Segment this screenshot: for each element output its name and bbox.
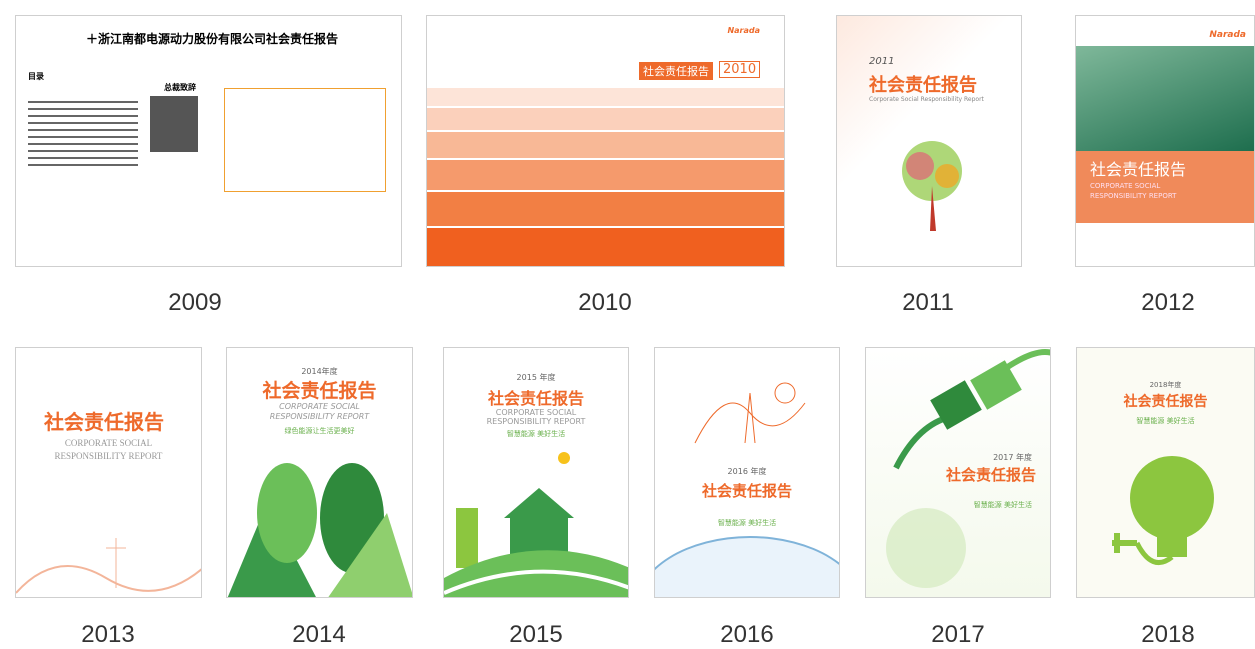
cover-title: 社会责任报告 [946, 464, 1036, 485]
cover[interactable]: 2016 年度 社会责任报告 智慧能源 美好生活 [654, 347, 840, 598]
page: ＋浙江南都电源动力股份有限公司社会责任报告 目录 总裁致辞 2009 Narad… [0, 0, 1255, 647]
cover[interactable]: 2015 年度 社会责任报告 CORPORATE SOCIAL RESPONSI… [443, 347, 629, 598]
year-label: 2010 [545, 289, 665, 317]
stripe [427, 132, 784, 158]
year-label: 2012 [1108, 289, 1228, 317]
slogan: 智慧能源 美好生活 [655, 518, 839, 528]
cover-year: 2016 年度 [655, 466, 839, 477]
toc-label: 目录 [28, 71, 44, 82]
cover-title: 社会责任报告 [227, 376, 412, 403]
year-label: 2016 [687, 621, 807, 649]
subtitle: RESPONSIBILITY REPORT [1090, 192, 1176, 200]
year-label: 2018 [1108, 621, 1228, 649]
year-label: 2017 [898, 621, 1018, 649]
cover-title: 社会责任报告 [869, 71, 977, 97]
photo [150, 96, 198, 152]
sketch [16, 518, 202, 598]
year-label: 2011 [868, 289, 988, 317]
cover[interactable]: 2011 社会责任报告 Corporate Social Responsibil… [836, 15, 1022, 267]
stripe [427, 160, 784, 190]
brand: Narada [727, 26, 760, 35]
year-label: 2009 [135, 289, 255, 317]
subtitle: RESPONSIBILITY REPORT [16, 451, 201, 461]
cover-title: 社会责任报告 [444, 385, 628, 409]
stripe [427, 108, 784, 130]
slogan: 智慧能源 美好生活 [974, 500, 1032, 510]
cover-title: 社会责任报告 [655, 480, 839, 501]
cover-year: 2011 [869, 56, 894, 67]
sketch [685, 373, 815, 453]
cover-title: 社会责任报告 [44, 406, 164, 435]
stripe [427, 192, 784, 226]
cover-year: 2018年度 [1077, 380, 1254, 390]
cover[interactable]: 社会责任报告 CORPORATE SOCIAL RESPONSIBILITY R… [15, 347, 202, 598]
year-label: 2014 [259, 621, 379, 649]
text-box [224, 88, 386, 192]
subtitle: CORPORATE SOCIAL [1090, 182, 1160, 190]
trees [227, 443, 413, 598]
heading: 总裁致辞 [164, 82, 196, 93]
subtitle: RESPONSIBILITY REPORT [444, 417, 628, 426]
subtitle: CORPORATE SOCIAL [16, 438, 201, 448]
cover-title: 社会责任报告 [1077, 391, 1254, 411]
subtitle: RESPONSIBILITY REPORT [227, 412, 412, 421]
cover-year: 2015 年度 [444, 372, 628, 383]
cover-title: ＋浙江南都电源动力股份有限公司社会责任报告 [86, 30, 338, 47]
subtitle: CORPORATE SOCIAL [444, 408, 628, 417]
cover[interactable]: Narada 社会责任报告 CORPORATE SOCIAL RESPONSIB… [1075, 15, 1255, 267]
year-label: 2015 [476, 621, 596, 649]
slogan: 绿色能源让生活更美好 [227, 426, 412, 436]
cover[interactable]: 2017 年度 社会责任报告 智慧能源 美好生活 [865, 347, 1051, 598]
globe [654, 536, 840, 598]
cover-year: 2017 年度 [993, 452, 1032, 463]
cover[interactable]: 2014年度 社会责任报告 CORPORATE SOCIAL RESPONSIB… [226, 347, 413, 598]
cover[interactable]: 2018年度 社会责任报告 智慧能源 美好生活 [1076, 347, 1255, 598]
cover-title: 社会责任报告 [639, 62, 713, 80]
tree [892, 136, 972, 236]
toc-lines [28, 101, 138, 171]
bulb [1107, 453, 1227, 583]
photo [1076, 46, 1254, 151]
year-label: 2013 [48, 621, 168, 649]
slogan: 智慧能源 美好生活 [444, 429, 628, 439]
stripe [427, 88, 784, 106]
cover-title: 社会责任报告 [1090, 156, 1186, 180]
stripe [427, 228, 784, 267]
subtitle: Corporate Social Responsibility Report [869, 96, 984, 103]
cover[interactable]: Narada 社会责任报告 2010 [426, 15, 785, 267]
landscape [444, 448, 629, 598]
slogan: 智慧能源 美好生活 [1077, 416, 1254, 426]
cover-year: 2010 [719, 61, 760, 78]
subtitle: CORPORATE SOCIAL [227, 402, 412, 411]
cover[interactable]: ＋浙江南都电源动力股份有限公司社会责任报告 目录 总裁致辞 [15, 15, 402, 267]
brand: Narada [1209, 30, 1246, 40]
